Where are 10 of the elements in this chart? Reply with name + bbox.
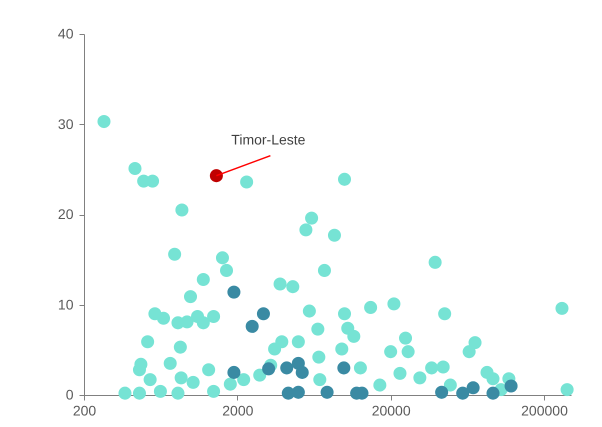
y-tick-label: 20 (58, 206, 74, 222)
y-tick-label: 10 (58, 296, 74, 312)
y-tick-label: 40 (58, 26, 74, 42)
y-tick-label: 30 (58, 116, 74, 132)
y-tick-label: 0 (66, 386, 74, 402)
annotation: Timor-Leste (231, 132, 306, 148)
x-tick-label: 200000 (521, 402, 568, 418)
x-tick-label: 2000 (222, 402, 254, 418)
x-tick-label: 200 (72, 402, 96, 418)
x-tick-label: 20000 (372, 402, 411, 418)
